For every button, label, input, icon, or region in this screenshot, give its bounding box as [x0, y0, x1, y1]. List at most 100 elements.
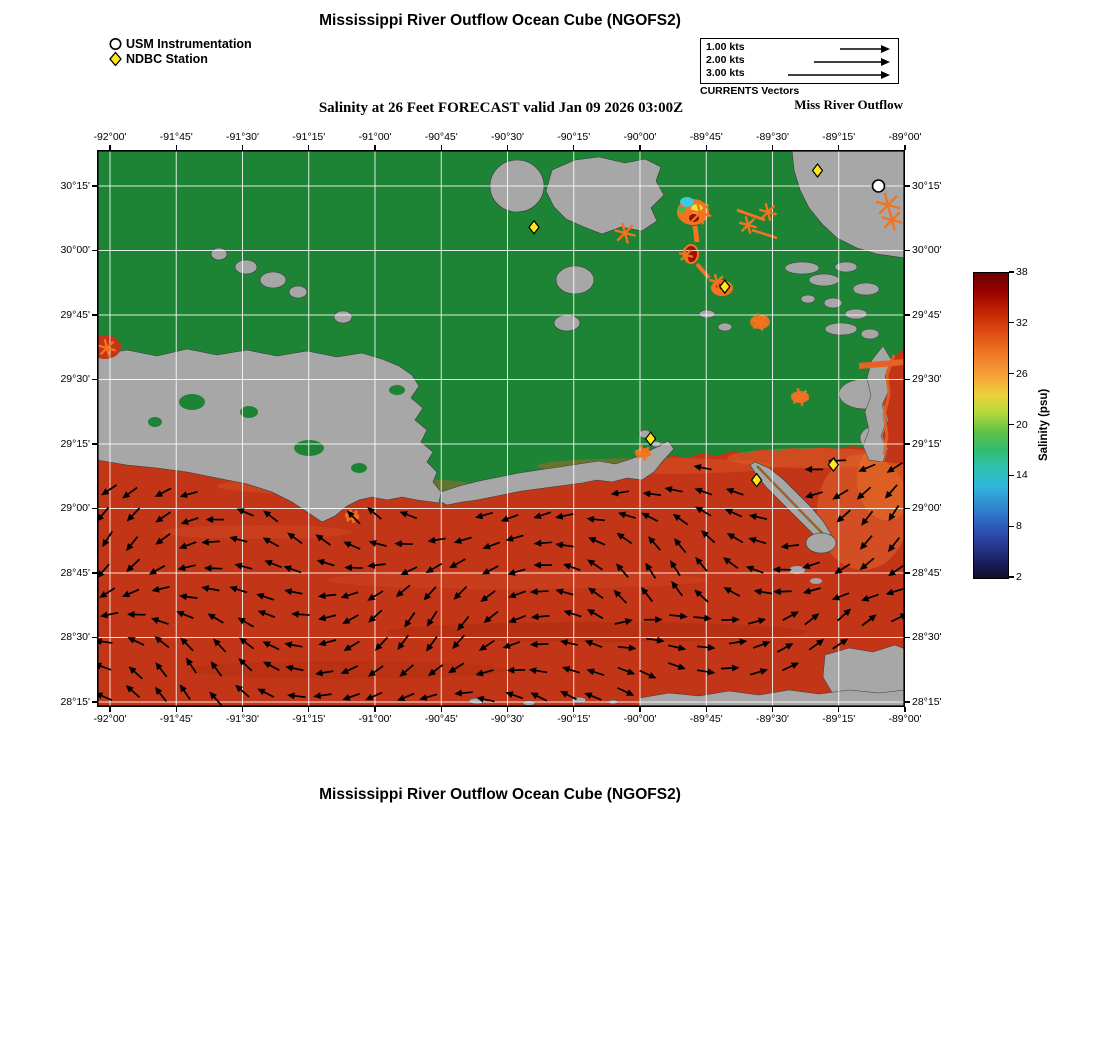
current-arrow	[284, 588, 303, 596]
lon-tick-label-bottom: -92°00'	[93, 713, 127, 725]
current-arrow	[563, 609, 582, 618]
marker-legend: USM Instrumentation NDBC Station	[108, 36, 252, 66]
current-arrow	[508, 615, 526, 624]
lon-tickmark-bottom	[506, 707, 509, 712]
lat-tick-label-right: 29°30'	[912, 373, 942, 386]
usm-legend-label: USM Instrumentation	[126, 36, 252, 51]
current-arrow	[179, 684, 191, 701]
lat-tick-label-right: 28°45'	[912, 566, 942, 579]
current-arrow	[648, 536, 661, 551]
current-arrow	[209, 691, 223, 706]
lat-tick-label-left: 30°15'	[60, 179, 90, 192]
lat-tickmark-right	[905, 636, 910, 639]
vector-legend-row: 3.00 kts	[701, 67, 898, 80]
current-arrow	[672, 513, 689, 526]
lat-tick-label-right: 29°45'	[912, 308, 942, 321]
current-arrow	[614, 618, 633, 625]
current-arrow	[586, 668, 605, 676]
current-arrow	[834, 563, 851, 574]
current-arrow	[861, 614, 877, 627]
current-arrow	[203, 564, 223, 572]
lon-tickmark-bottom	[573, 707, 575, 712]
colorbar-tick-label: 8	[1016, 520, 1022, 533]
current-arrow	[125, 685, 141, 699]
inland-lakes	[148, 385, 405, 473]
colorbar	[973, 272, 1009, 579]
current-arrow	[155, 533, 171, 545]
current-arrow	[148, 564, 166, 575]
current-arrow	[257, 688, 275, 698]
current-arrow	[264, 560, 282, 569]
lat-tickmark-right	[905, 443, 910, 445]
current-arrow	[506, 666, 526, 674]
current-arrow	[802, 587, 821, 595]
current-arrow	[128, 666, 143, 680]
currents-vector-legend: 1.00 kts 2.00 kts 3.00 kts	[700, 38, 899, 84]
lon-tickmark-bottom	[705, 707, 707, 712]
current-arrow	[693, 614, 712, 622]
current-arrow	[475, 669, 494, 677]
current-arrow	[176, 610, 194, 619]
current-arrow	[257, 610, 276, 618]
lat-tick-label-left: 29°15'	[60, 437, 90, 450]
colorbar-tickmark	[1009, 525, 1014, 527]
current-arrow	[674, 538, 687, 554]
current-arrow	[642, 490, 662, 498]
current-arrow	[262, 537, 280, 548]
current-burst	[751, 313, 769, 331]
current-arrow	[505, 534, 524, 542]
islands	[210, 156, 733, 448]
current-arrow	[753, 588, 773, 596]
current-arrow	[239, 637, 255, 650]
current-arrow	[483, 610, 499, 624]
current-arrow	[154, 487, 172, 497]
lat-tick-label-left: 29°45'	[60, 308, 90, 321]
lat-tick-label-left: 30°00'	[60, 244, 90, 257]
colorbar-tick-label: 32	[1016, 316, 1028, 329]
current-arrow	[180, 517, 199, 525]
current-arrow	[641, 586, 654, 603]
current-arrow	[858, 463, 876, 472]
current-arrow	[283, 565, 302, 574]
colorbar-tick-label: 14	[1016, 469, 1028, 482]
current-burst	[614, 222, 636, 244]
current-arrow	[587, 587, 604, 599]
channel-currents-orange	[858, 354, 906, 456]
current-arrow	[475, 511, 494, 520]
current-arrow	[449, 558, 466, 569]
current-arrow	[859, 535, 873, 550]
current-arrow	[617, 511, 636, 519]
lat-tickmark-right	[905, 185, 910, 187]
currents-vector-caption: CURRENTS Vectors	[700, 85, 800, 97]
lon-tick-label-top: -89°15'	[822, 131, 856, 143]
current-arrow	[423, 586, 437, 601]
lat-tickmark-left	[92, 572, 97, 574]
current-arrow	[347, 510, 361, 525]
current-arrow	[748, 536, 767, 545]
current-arrow	[667, 644, 687, 652]
lon-tickmark-bottom	[440, 707, 442, 712]
ndbc-station-marker	[644, 431, 657, 447]
lat-tickmark-right	[905, 572, 910, 574]
lat-tick-label-left: 28°30'	[60, 631, 90, 644]
current-arrow	[782, 611, 799, 622]
current-arrow	[752, 640, 771, 649]
current-arrow	[342, 614, 359, 624]
vector-legend-speed-label: 1.00 kts	[706, 41, 745, 53]
current-arrow	[559, 639, 579, 647]
current-arrow	[263, 510, 279, 523]
colorbar-tick-label: 26	[1016, 367, 1028, 380]
lon-tick-label-bottom: -91°15'	[292, 713, 326, 725]
current-arrow	[669, 612, 688, 620]
usm-circle-icon	[109, 38, 122, 50]
current-arrow	[588, 537, 606, 546]
current-arrow	[804, 613, 820, 626]
current-arrow	[315, 534, 331, 546]
current-arrow	[888, 505, 900, 522]
colorbar-tickmark	[1009, 271, 1014, 273]
colorbar-tickmark	[1009, 474, 1014, 476]
ndbc-diamond-icon	[109, 51, 122, 66]
current-arrow	[97, 563, 110, 579]
current-arrow	[695, 506, 712, 517]
current-arrow	[397, 692, 415, 701]
